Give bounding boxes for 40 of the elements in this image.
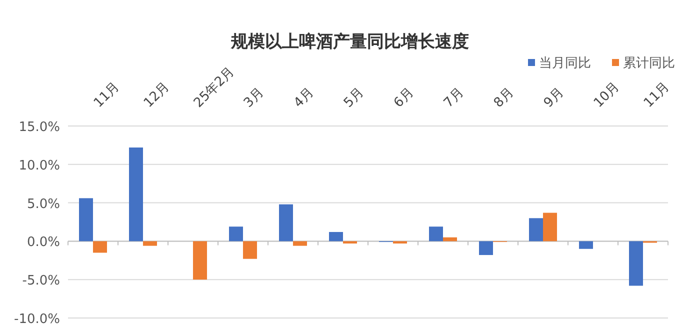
bar: [543, 212, 557, 242]
x-tick-label: 3月: [241, 85, 267, 111]
bar: [329, 232, 343, 242]
y-tick-label: 0.0%: [26, 235, 60, 250]
x-tick-label: 8月: [491, 85, 517, 111]
bar: [129, 148, 143, 242]
bar: [193, 241, 207, 280]
chart-title: 规模以上啤酒产量同比增长速度: [230, 32, 469, 52]
bar: [429, 226, 443, 242]
bar: [143, 241, 157, 246]
x-tick-label: 7月: [441, 85, 467, 111]
y-tick-label: 10.0%: [18, 158, 60, 174]
bar: [529, 218, 543, 242]
bar: [93, 241, 107, 253]
y-tick-label: 5.0%: [26, 196, 60, 212]
bar: [79, 198, 93, 242]
x-tick-label: 11月: [91, 79, 123, 111]
bar: [393, 241, 407, 244]
y-tick-label: -5.0%: [22, 274, 60, 289]
x-tick-label: 10月: [591, 79, 623, 111]
bar: [629, 241, 643, 286]
bar: [579, 241, 593, 249]
x-tick-label: 6月: [391, 85, 417, 111]
bar: [243, 241, 257, 259]
bar: [279, 204, 293, 242]
bar: [343, 241, 357, 244]
y-tick-label: -10.0%: [14, 312, 60, 327]
bar: [229, 226, 243, 242]
legend-label: 当月同比: [539, 56, 591, 71]
x-tick-label: 5月: [341, 85, 367, 111]
bar: [479, 241, 493, 256]
x-tick-label: 11月: [641, 79, 673, 111]
bar: [443, 237, 457, 242]
x-tick-label: 4月: [291, 85, 317, 111]
y-tick-label: 15.0%: [18, 120, 60, 135]
x-tick-label: 25年2月: [191, 64, 238, 111]
bar: [293, 241, 307, 246]
x-tick-label: 12月: [141, 79, 173, 111]
legend-label: 累计同比: [623, 56, 675, 71]
x-tick-label: 9月: [541, 85, 567, 111]
